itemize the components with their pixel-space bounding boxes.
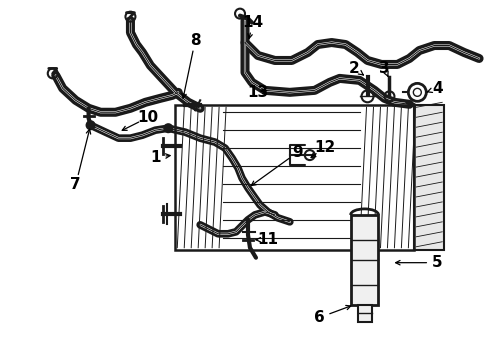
Text: 12: 12 <box>314 140 335 155</box>
Bar <box>175 105 415 250</box>
Text: 7: 7 <box>71 177 81 193</box>
Bar <box>358 305 371 323</box>
Text: 1: 1 <box>150 150 161 165</box>
Circle shape <box>164 124 172 132</box>
Bar <box>350 215 378 305</box>
Text: 10: 10 <box>138 110 159 125</box>
Text: 13: 13 <box>247 85 269 100</box>
Text: 4: 4 <box>432 81 442 96</box>
Text: 11: 11 <box>257 232 278 247</box>
Text: 9: 9 <box>293 145 303 159</box>
Circle shape <box>87 121 95 129</box>
Text: 3: 3 <box>379 61 390 76</box>
Text: 6: 6 <box>315 310 325 325</box>
Bar <box>415 105 444 250</box>
Text: 8: 8 <box>190 33 200 48</box>
Text: 14: 14 <box>243 15 264 30</box>
Text: 5: 5 <box>432 255 442 270</box>
Text: 2: 2 <box>349 61 360 76</box>
